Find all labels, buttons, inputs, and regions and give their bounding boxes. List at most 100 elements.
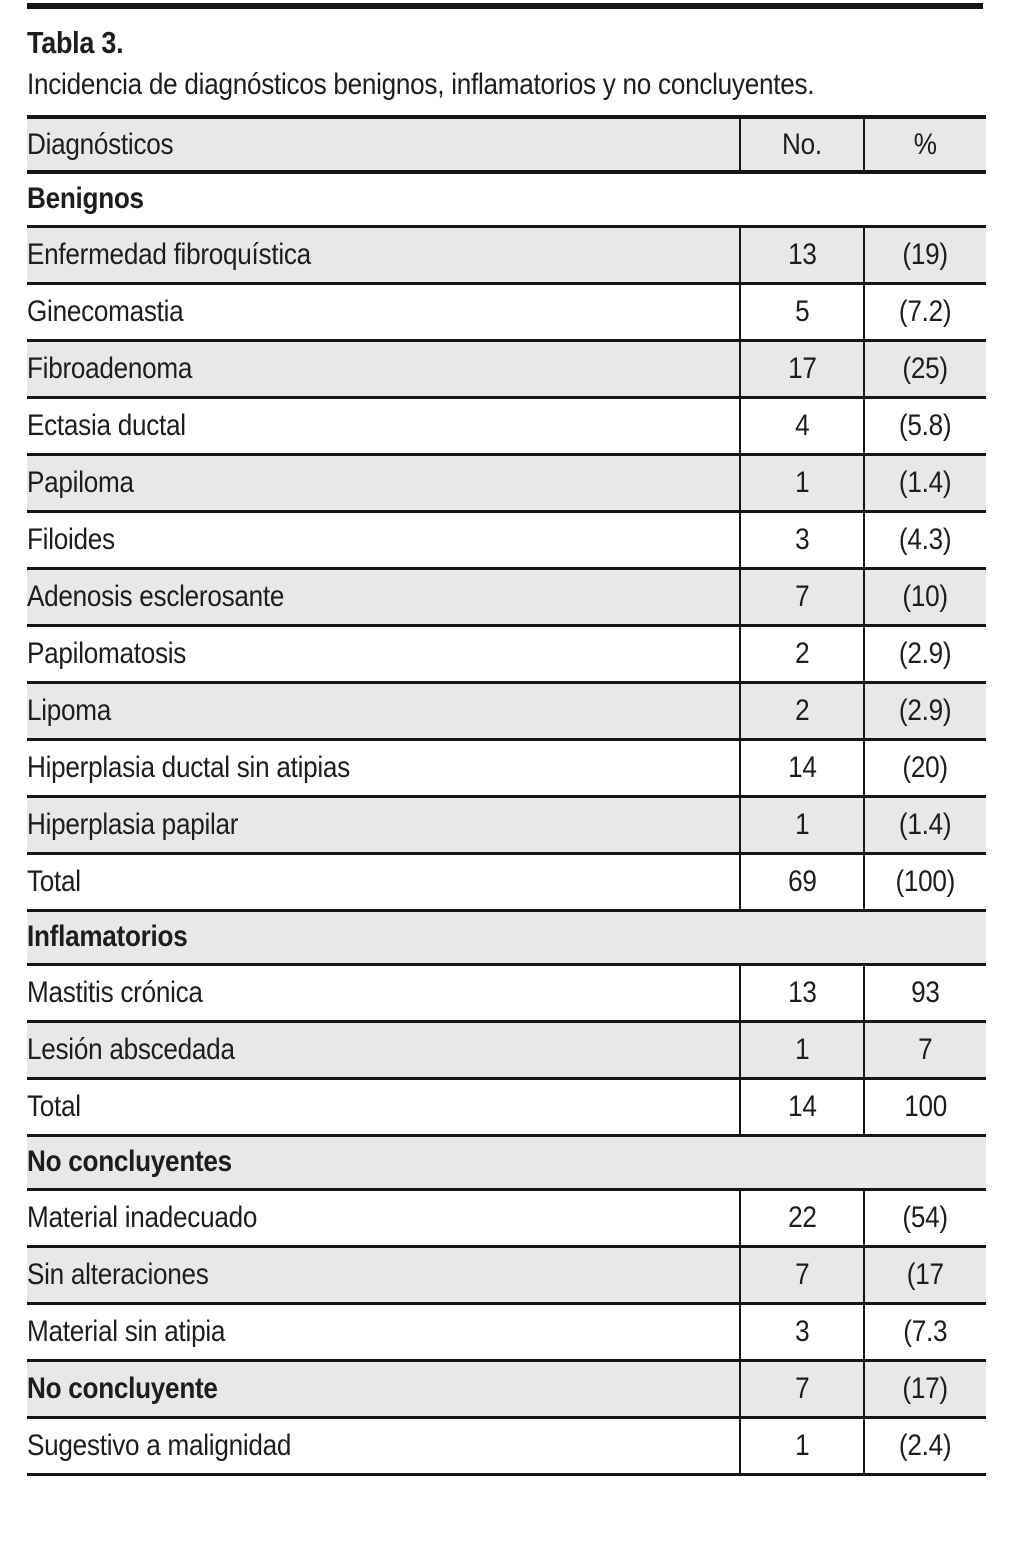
section-row: No concluyentes <box>27 1135 986 1191</box>
table-title-text: Tabla 3. <box>27 25 124 60</box>
diagnosis-cell: Papilomatosis <box>27 625 740 684</box>
percent-cell-text: (17) <box>902 1371 949 1405</box>
count-cell: 13 <box>739 964 864 1023</box>
diagnosis-cell: Material sin atipia <box>27 1303 740 1362</box>
table-row: Total 69 (100) <box>27 853 986 912</box>
count-cell-text: 13 <box>787 237 817 271</box>
table-row: No concluyente 7 (17) <box>27 1360 986 1419</box>
diagnosis-cell-text: Hiperplasia ductal sin atipias <box>27 750 350 784</box>
count-cell-text: 7 <box>794 1257 810 1291</box>
percent-cell-text: (5.8) <box>899 408 952 442</box>
table-row: Mastitis crónica 13 93 <box>27 964 986 1023</box>
table-row: Sin alteraciones 7 (17 <box>27 1246 986 1305</box>
section-label-text: Inflamatorios <box>27 920 188 953</box>
table-row: Sugestivo a malignidad 1 (2.4) <box>27 1417 986 1476</box>
diagnosis-cell-text: Enfermedad fibroquística <box>27 237 311 271</box>
count-cell: 3 <box>739 511 864 570</box>
section-label-cell: Benignos <box>27 172 986 228</box>
count-cell-text: 7 <box>794 1371 810 1405</box>
percent-cell: 100 <box>863 1078 986 1137</box>
percent-cell: (20) <box>863 739 986 798</box>
diagnosis-cell-text: Sin alteraciones <box>27 1257 209 1291</box>
percent-cell-text: (25) <box>902 351 949 385</box>
percent-cell-text: (100) <box>895 864 956 898</box>
table-row: Lipoma 2 (2.9) <box>27 682 986 741</box>
percent-cell: (2.4) <box>863 1417 986 1476</box>
count-cell-text: 5 <box>794 294 810 328</box>
table-row: Papiloma 1 (1.4) <box>27 454 986 513</box>
table-row: Ginecomastia 5 (7.2) <box>27 283 986 342</box>
percent-cell: (19) <box>863 226 986 285</box>
table-title: Tabla 3. <box>27 25 1012 61</box>
percent-cell: (1.4) <box>863 796 986 855</box>
diagnosis-cell: Total <box>27 853 740 912</box>
table-subtitle-text: Incidencia de diagnósticos benignos, inf… <box>27 68 815 101</box>
count-cell: 1 <box>739 1021 864 1080</box>
diagnosis-cell: Fibroadenoma <box>27 340 740 399</box>
table-row: Filoides 3 (4.3) <box>27 511 986 570</box>
diagnosis-cell-text: Material inadecuado <box>27 1200 258 1234</box>
count-cell-text: 7 <box>794 579 810 613</box>
count-cell: 5 <box>739 283 864 342</box>
diagnosis-cell: Sugestivo a malignidad <box>27 1417 740 1476</box>
percent-cell-text: (19) <box>902 237 949 271</box>
count-cell-text: 1 <box>794 465 810 499</box>
col-header-no-text: No. <box>782 127 822 161</box>
diagnosis-cell-text: Papiloma <box>27 465 134 499</box>
count-cell-text: 13 <box>787 975 817 1009</box>
diagnosis-cell: Filoides <box>27 511 740 570</box>
section-row: Inflamatorios <box>27 910 986 966</box>
count-cell: 4 <box>739 397 864 456</box>
diagnosis-cell: Total <box>27 1078 740 1137</box>
percent-cell: (7.2) <box>863 283 986 342</box>
diagnosis-cell: Sin alteraciones <box>27 1246 740 1305</box>
count-cell-text: 1 <box>794 1428 810 1462</box>
diagnosis-cell: Ginecomastia <box>27 283 740 342</box>
table-row: Enfermedad fibroquística 13 (19) <box>27 226 986 285</box>
count-cell-text: 3 <box>794 1314 810 1348</box>
table-subtitle: Incidencia de diagnósticos benignos, inf… <box>27 67 1012 103</box>
table-row: Lesión abscedada 1 7 <box>27 1021 986 1080</box>
table-row: Material inadecuado 22 (54) <box>27 1189 986 1248</box>
count-cell: 3 <box>739 1303 864 1362</box>
percent-cell: (10) <box>863 568 986 627</box>
count-cell-text: 22 <box>787 1200 817 1234</box>
diagnosis-cell-text: Hiperplasia papilar <box>27 807 239 841</box>
count-cell: 7 <box>739 568 864 627</box>
percent-cell-text: (10) <box>902 579 949 613</box>
section-row: Benignos <box>27 172 986 228</box>
count-cell-text: 2 <box>794 636 810 670</box>
percent-cell-text: (2.4) <box>899 1428 952 1462</box>
diagnosis-cell-text: Ginecomastia <box>27 294 184 328</box>
diagnosis-cell: Hiperplasia ductal sin atipias <box>27 739 740 798</box>
percent-cell-text: (2.9) <box>899 693 952 727</box>
col-header-diagnosticos-text: Diagnósticos <box>27 127 174 161</box>
count-cell-text: 2 <box>794 693 810 727</box>
diagnosis-cell-text: Papilomatosis <box>27 636 187 670</box>
percent-cell: (54) <box>863 1189 986 1248</box>
percent-cell-text: (1.4) <box>899 465 952 499</box>
percent-cell: (17 <box>863 1246 986 1305</box>
diagnosis-cell-text: Ectasia ductal <box>27 408 186 442</box>
percent-cell-text: 7 <box>918 1032 933 1066</box>
diagnosis-cell: No concluyente <box>27 1360 740 1419</box>
diagnosis-cell-text: No concluyente <box>27 1371 218 1405</box>
diagnosis-cell: Enfermedad fibroquística <box>27 226 740 285</box>
section-label-cell: Inflamatorios <box>27 910 986 966</box>
count-cell-text: 1 <box>794 807 810 841</box>
percent-cell: (100) <box>863 853 986 912</box>
count-cell: 1 <box>739 796 864 855</box>
count-cell: 1 <box>739 454 864 513</box>
diagnosis-cell-text: Total <box>27 1089 81 1123</box>
percent-cell: (1.4) <box>863 454 986 513</box>
percent-cell: (2.9) <box>863 682 986 741</box>
diagnosis-cell-text: Material sin atipia <box>27 1314 226 1348</box>
count-cell: 69 <box>739 853 864 912</box>
table-row: Total 14 100 <box>27 1078 986 1137</box>
table-row: Hiperplasia papilar 1 (1.4) <box>27 796 986 855</box>
count-cell-text: 1 <box>794 1032 810 1066</box>
count-cell: 22 <box>739 1189 864 1248</box>
count-cell-text: 69 <box>787 864 817 898</box>
table-row: Ectasia ductal 4 (5.8) <box>27 397 986 456</box>
percent-cell-text: (7.3 <box>903 1314 948 1348</box>
